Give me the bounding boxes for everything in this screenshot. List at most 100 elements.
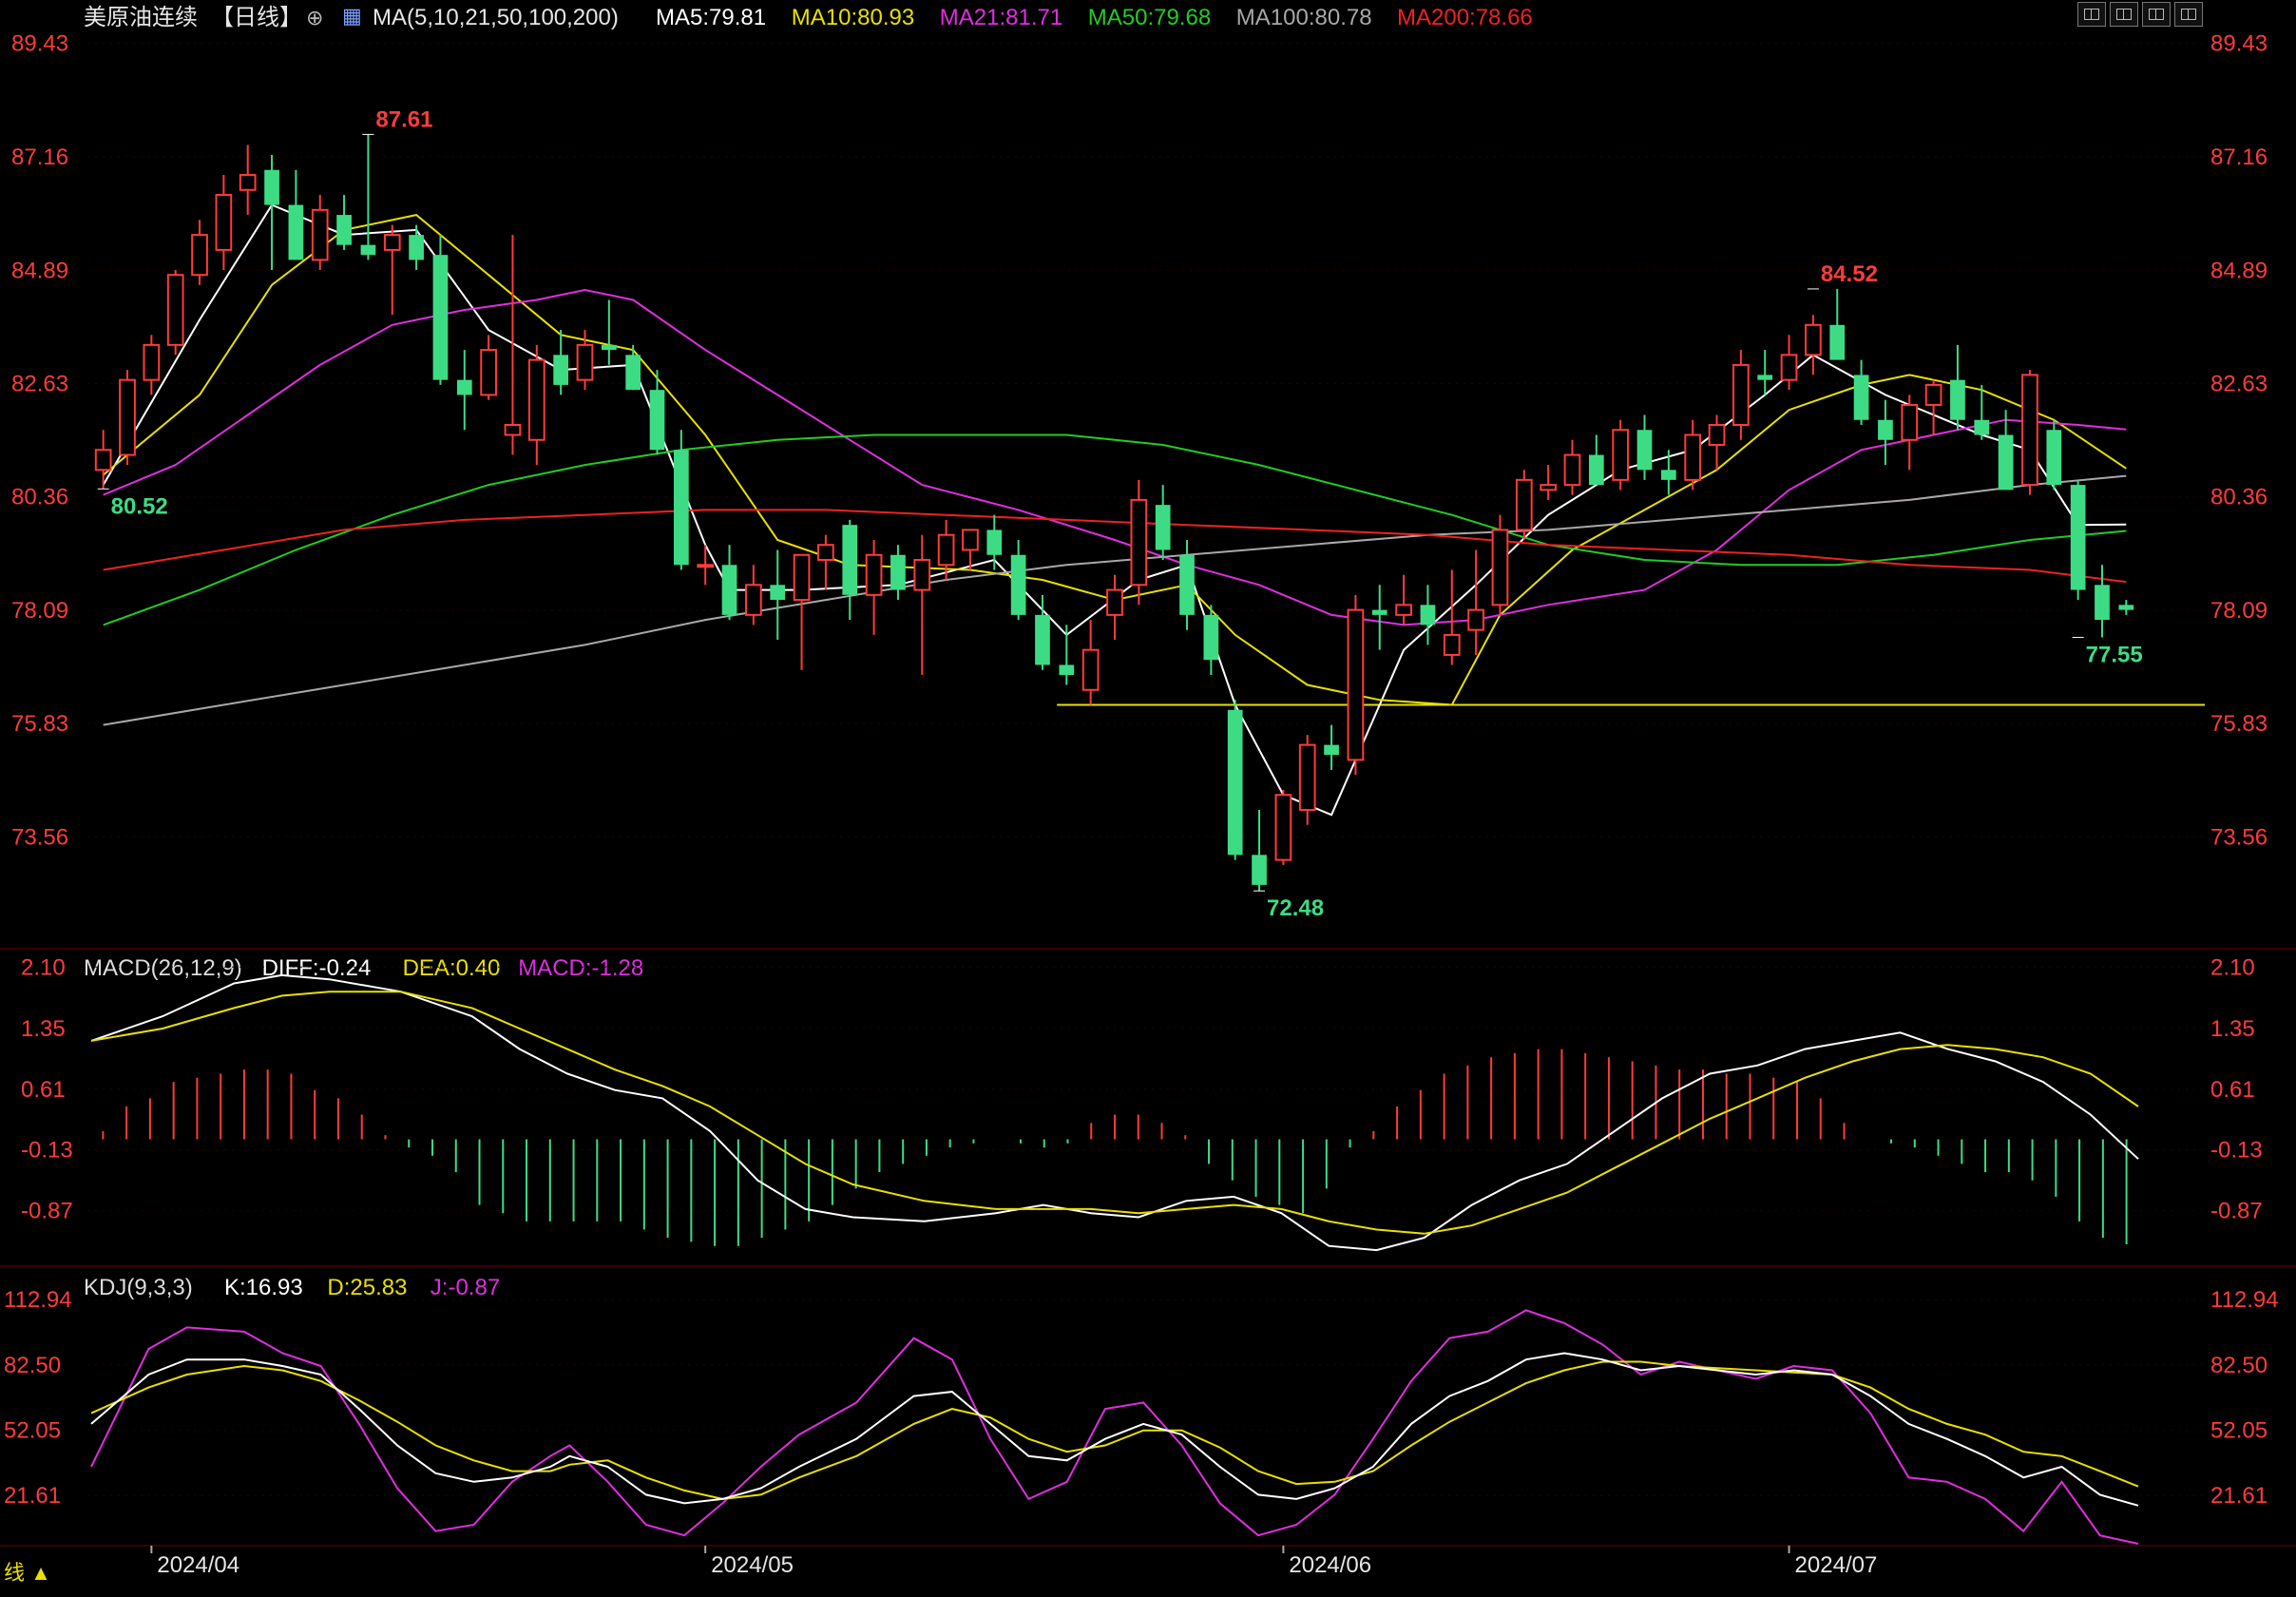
candle [986, 514, 1003, 570]
candle [1878, 399, 1893, 466]
candle [1081, 620, 1100, 705]
candle-body [1347, 608, 1365, 761]
kdj-label-1: K:16.93 [224, 1275, 303, 1300]
settings-icon[interactable]: ⊕ [306, 6, 323, 29]
ma-prefix: MA(5,10,21,50,100,200) [373, 5, 619, 30]
candle-body [383, 234, 401, 251]
candle [1203, 605, 1219, 675]
candle [288, 169, 304, 260]
price-tick-left: 73.56 [11, 824, 68, 850]
price-tick-right: 84.89 [2210, 258, 2267, 283]
candle [94, 430, 112, 490]
candle-body [1540, 484, 1557, 491]
ma-indicator-icon[interactable]: ▦ [342, 4, 362, 28]
candle-body [166, 274, 184, 346]
macd-label-2: DEA:0.40 [403, 955, 501, 981]
split-view-icon[interactable] [2110, 2, 2138, 27]
candle-body [2046, 430, 2062, 486]
candle-body [1106, 588, 1123, 616]
candle-body [143, 343, 161, 381]
candle [383, 224, 401, 316]
candle [576, 330, 594, 391]
candle-body [2118, 605, 2134, 610]
candle-body [913, 559, 931, 591]
macd-tick-left: 1.35 [21, 1016, 66, 1042]
macd-tick-left: 0.61 [21, 1077, 66, 1103]
macd-tick-right: -0.13 [2210, 1138, 2263, 1164]
chart-view-icon[interactable] [2142, 2, 2171, 27]
candle-body [721, 565, 737, 615]
candle [1540, 465, 1557, 500]
ma-line-ma200 [103, 509, 2127, 584]
candle [1588, 434, 1604, 486]
candle-body [1950, 379, 1965, 420]
candle [432, 235, 449, 385]
candle-body [986, 529, 1003, 555]
candle [937, 519, 955, 581]
candle [1467, 549, 1484, 655]
candle [119, 370, 136, 466]
price-tick-left: 89.43 [11, 31, 68, 57]
price-tick-left: 84.89 [11, 258, 68, 283]
candle-body [649, 390, 665, 451]
candle [2021, 370, 2038, 495]
candle-body [409, 235, 424, 260]
candle [409, 224, 424, 270]
candle [1298, 735, 1316, 825]
candle [913, 534, 931, 675]
candle [1684, 419, 1702, 491]
candle-body [1636, 430, 1653, 471]
candle-body [1467, 608, 1484, 631]
candle [480, 335, 497, 400]
candle [1059, 625, 1075, 685]
candle-body [1443, 633, 1461, 656]
candle [865, 539, 883, 635]
candle [2118, 600, 2134, 615]
extreme-label: 72.48 [1267, 895, 1324, 921]
candle-body [1081, 648, 1100, 691]
candle-body [1878, 419, 1893, 440]
candle [1252, 809, 1267, 892]
candle-body [625, 355, 641, 391]
price-tick-left: 82.63 [11, 371, 68, 396]
ma-line-ma100 [103, 474, 2127, 726]
candle [745, 565, 762, 625]
candle [2046, 419, 2062, 491]
candle [456, 350, 472, 431]
candle-body [1491, 529, 1509, 606]
candle-body [1588, 454, 1604, 486]
candle-body [770, 585, 786, 601]
candle [1757, 350, 1773, 395]
candle-body [793, 553, 811, 602]
candle [504, 235, 522, 455]
candle [721, 545, 737, 621]
candle-body [1901, 403, 1919, 441]
candle-body [1612, 429, 1630, 481]
candle [1998, 410, 2014, 491]
kdj-tick-right: 21.61 [2210, 1483, 2267, 1509]
period-label[interactable]: 【日线】 [211, 5, 302, 30]
candle-body [674, 450, 689, 566]
kdj-tick-left: 52.05 [4, 1418, 61, 1444]
ma-value-legend: MA5:79.81 MA10:80.93 MA21:81.71 MA50:79.68 M… [656, 5, 1533, 30]
layout-grid-icon[interactable] [2077, 2, 2106, 27]
date-tick-label: 2024/04 [157, 1552, 239, 1578]
candle-body [1515, 478, 1533, 531]
expand-icon[interactable] [2174, 2, 2203, 27]
price-tick-right: 89.43 [2210, 31, 2267, 57]
candle [1106, 574, 1123, 641]
kdj-label-3: J:-0.87 [430, 1275, 500, 1300]
candle [1274, 789, 1292, 865]
candle [1515, 470, 1533, 540]
candle [697, 545, 715, 586]
candle [962, 529, 979, 570]
candle [2095, 565, 2110, 638]
candle-body [1298, 743, 1316, 811]
candle-body [239, 174, 257, 191]
kdj-tick-right: 52.05 [2210, 1418, 2267, 1444]
footer-label: 线 ▲ [4, 1561, 51, 1585]
candle [890, 545, 906, 601]
macd-tick-left: -0.87 [21, 1199, 73, 1224]
